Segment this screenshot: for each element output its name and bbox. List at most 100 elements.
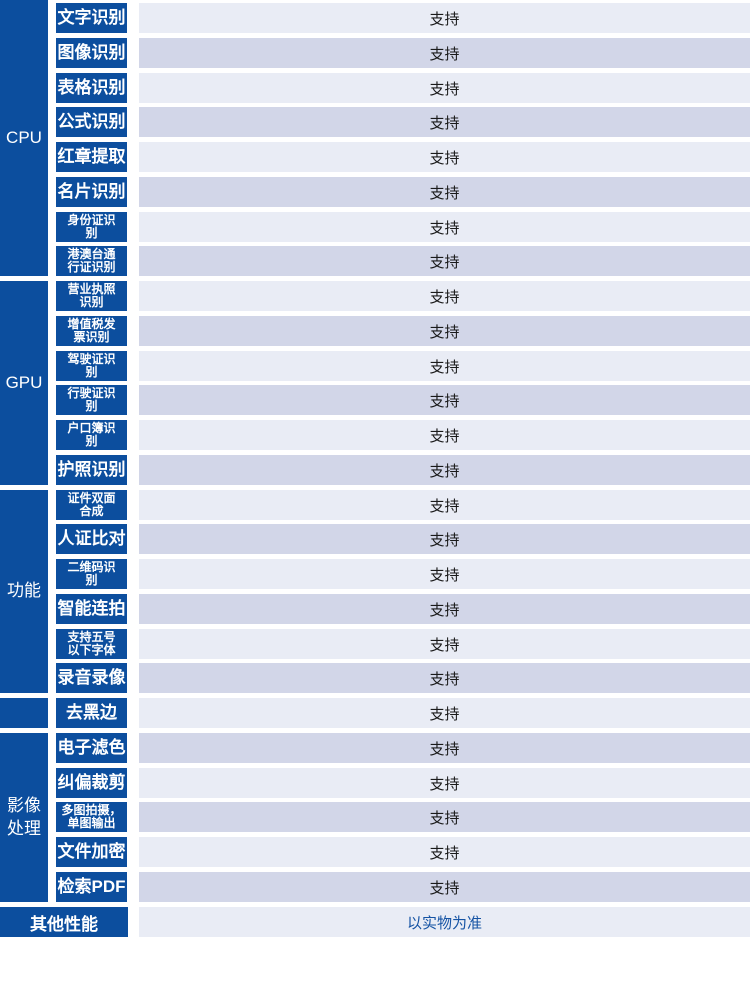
value-cell: 支持 <box>139 559 750 589</box>
feature-cell: 电子滤色 <box>56 733 127 763</box>
value-text: 支持 <box>429 427 460 445</box>
feature-label: 文字识别 <box>57 7 126 27</box>
footer-category: 其他性能 <box>0 907 128 937</box>
feature-label: 电子滤色 <box>57 737 126 757</box>
sidebar-category <box>0 698 48 728</box>
category-label: 影像 处理 <box>7 795 41 838</box>
feature-cell: 户口簿识 别 <box>56 420 127 450</box>
feature-cell: 名片识别 <box>56 177 127 207</box>
value-text: 支持 <box>429 670 460 688</box>
value-text: 支持 <box>429 497 460 515</box>
feature-cell: 驾驶证识 别 <box>56 351 127 381</box>
feature-label: 文件加密 <box>57 841 126 861</box>
feature-cell: 表格识别 <box>56 73 127 103</box>
value-text: 支持 <box>429 114 460 132</box>
feature-cell: 营业执照 识别 <box>56 281 127 311</box>
feature-cell: 增值税发 票识别 <box>56 316 127 346</box>
feature-label: 驾驶证识 别 <box>67 351 116 379</box>
footer-value-cell: 以实物为准 <box>139 907 750 937</box>
value-text: 支持 <box>429 149 460 167</box>
feature-cell: 港澳台通 行证识别 <box>56 246 127 276</box>
feature-cell: 红章提取 <box>56 142 127 172</box>
value-cell: 支持 <box>139 177 750 207</box>
value-cell: 支持 <box>139 768 750 798</box>
value-text: 支持 <box>429 288 460 306</box>
other-performance-label: 其他性能 <box>30 914 98 934</box>
value-cell: 支持 <box>139 212 750 242</box>
feature-cell: 文件加密 <box>56 837 127 867</box>
value-text: 支持 <box>429 462 460 480</box>
feature-label: 人证比对 <box>57 528 126 548</box>
feature-label: 二维码识 别 <box>67 559 116 587</box>
value-text: 支持 <box>429 323 460 341</box>
value-text: 支持 <box>429 531 460 549</box>
value-cell: 支持 <box>139 107 750 137</box>
feature-cell: 护照识别 <box>56 455 127 485</box>
feature-label: 多图拍摄， 单图输出 <box>61 802 122 830</box>
value-cell: 支持 <box>139 385 750 415</box>
feature-label: 去黑边 <box>66 702 117 722</box>
value-cell: 支持 <box>139 316 750 346</box>
value-text: 支持 <box>429 601 460 619</box>
category-label: 功能 <box>7 581 41 601</box>
value-cell: 支持 <box>139 872 750 902</box>
value-cell: 支持 <box>139 246 750 276</box>
value-cell: 支持 <box>139 490 750 520</box>
feature-label: 户口簿识 别 <box>67 420 116 448</box>
value-cell: 支持 <box>139 698 750 728</box>
feature-label: 支持五号 以下字体 <box>67 629 116 657</box>
feature-label: 检索PDF <box>57 876 126 896</box>
feature-cell: 支持五号 以下字体 <box>56 629 127 659</box>
feature-label: 录音录像 <box>57 667 126 687</box>
feature-cell: 图像识别 <box>56 38 127 68</box>
feature-label: 图像识别 <box>57 42 126 62</box>
sidebar-category: 影像 处理 <box>0 733 48 902</box>
value-text: 支持 <box>429 775 460 793</box>
feature-cell: 纠偏裁剪 <box>56 768 127 798</box>
value-text: 支持 <box>429 809 460 827</box>
value-cell: 支持 <box>139 38 750 68</box>
value-cell: 支持 <box>139 802 750 832</box>
value-text: 支持 <box>429 80 460 98</box>
value-cell: 支持 <box>139 420 750 450</box>
value-cell: 支持 <box>139 629 750 659</box>
category-label: GPU <box>5 372 43 392</box>
feature-cell: 行驶证识 别 <box>56 385 127 415</box>
feature-cell: 二维码识 别 <box>56 559 127 589</box>
feature-label: 红章提取 <box>57 146 126 166</box>
value-text: 支持 <box>429 636 460 654</box>
value-text: 支持 <box>429 184 460 202</box>
feature-cell: 文字识别 <box>56 3 127 33</box>
feature-label: 纠偏裁剪 <box>57 772 126 792</box>
value-text: 支持 <box>429 844 460 862</box>
value-cell: 支持 <box>139 73 750 103</box>
value-cell: 支持 <box>139 3 750 33</box>
sidebar-category: CPU <box>0 0 48 276</box>
feature-label: 护照识别 <box>57 459 126 479</box>
value-text: 支持 <box>429 740 460 758</box>
feature-label: 智能连拍 <box>57 598 126 618</box>
feature-cell: 证件双面 合成 <box>56 490 127 520</box>
value-cell: 支持 <box>139 455 750 485</box>
value-cell: 支持 <box>139 142 750 172</box>
value-text: 支持 <box>429 566 460 584</box>
value-text: 支持 <box>429 358 460 376</box>
feature-label: 营业执照 识别 <box>67 281 116 309</box>
value-cell: 支持 <box>139 663 750 693</box>
footer-value-text: 以实物为准 <box>406 914 482 932</box>
value-cell: 支持 <box>139 837 750 867</box>
value-cell: 支持 <box>139 594 750 624</box>
sidebar-category: GPU <box>0 281 48 485</box>
value-cell: 支持 <box>139 281 750 311</box>
feature-label: 港澳台通 行证识别 <box>67 246 116 274</box>
feature-cell: 人证比对 <box>56 524 127 554</box>
value-text: 支持 <box>429 705 460 723</box>
value-cell: 支持 <box>139 524 750 554</box>
feature-cell: 身份证识 别 <box>56 212 127 242</box>
feature-cell: 检索PDF <box>56 872 127 902</box>
feature-label: 增值税发 票识别 <box>67 316 116 344</box>
feature-cell: 录音录像 <box>56 663 127 693</box>
value-text: 支持 <box>429 10 460 28</box>
feature-cell: 多图拍摄， 单图输出 <box>56 802 127 832</box>
